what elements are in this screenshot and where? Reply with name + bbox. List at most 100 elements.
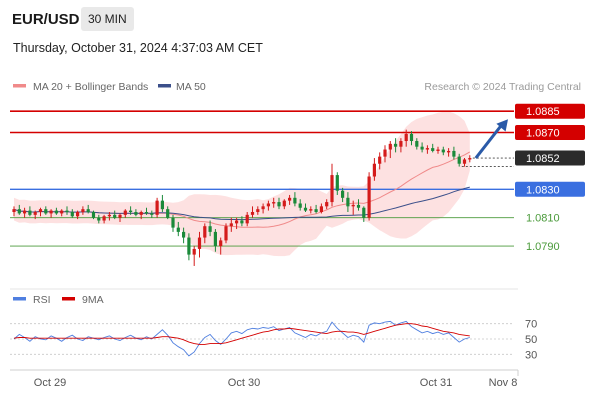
rsi-gridlines: 70 50 30 [10,319,537,361]
chart-header: EUR/USD 30 MIN [0,0,590,38]
candle-body [409,133,414,142]
price-legend: MA 20 + Bollinger Bands MA 50 Research ©… [13,81,581,93]
candle-body [176,227,180,232]
candle-body [235,220,239,224]
candle-body [224,226,228,241]
candle-body [256,209,260,213]
candle-body [431,148,435,151]
candle-body [107,214,111,217]
candle-body [319,206,323,213]
candle-body [245,214,249,224]
candle-body [17,209,21,214]
candle-body [49,210,53,214]
candle-body [76,212,80,217]
candle-body [436,149,440,151]
x-tick-label: Nov 8 [489,377,518,389]
rsi-tick-label: 50 [525,334,537,346]
candle-body [23,210,27,214]
ma20-swatch [13,84,26,88]
candle-body [97,217,101,221]
x-tick-label: Oct 29 [34,377,66,389]
ma50-swatch [158,84,171,88]
candle-body [229,223,233,227]
rsi-legend-label: RSI [33,294,51,306]
candle-body [362,207,366,218]
level-label: 1.0852 [526,153,560,165]
candle-body [314,209,318,213]
candle-body [378,156,382,164]
candle-body [356,204,361,208]
level-labels: 1.0885 1.0870 1.0852 1.0830 1.0810 1.0790 [515,103,585,253]
candle-body [351,204,355,207]
candle-body [129,210,133,213]
candle-body [346,197,350,207]
candle-body [325,202,329,207]
candle-body [330,175,334,203]
candle-body [240,220,244,224]
candle-body [293,197,297,204]
projection-arrow-head [496,119,508,132]
timeframe-badge[interactable]: 30 MIN [81,7,134,31]
candle-body [91,212,96,218]
rsi-ma-swatch [62,297,75,301]
candle-body [261,206,265,210]
candle-body [38,209,43,213]
candle-body [341,190,345,198]
bollinger-band [14,111,470,257]
candle-body [372,163,376,177]
candle-body [123,210,127,215]
candle-body [33,212,37,215]
level-label: 1.0790 [526,241,560,253]
level-label: 1.0830 [526,184,560,196]
rsi-lines [13,320,470,357]
candle-body [197,237,202,249]
candle-body [208,226,212,232]
candle-body [60,210,64,214]
candle-body [139,212,143,215]
candle-body [166,209,170,218]
candle-body [452,150,456,157]
candle-body [182,231,186,238]
candle-body [160,200,164,210]
candle-body [213,231,217,247]
candle-body [282,200,286,207]
ma20-legend-label: MA 20 + Bollinger Bands [33,81,148,93]
candle-body [394,143,398,147]
candle-body [420,146,424,150]
candle-body [102,216,106,221]
candle-body [388,143,392,150]
candle-body [54,210,58,214]
candle-body [155,200,159,215]
candle-body [187,237,191,255]
candle-body [468,158,472,160]
rsi-tick-label: 70 [525,319,537,331]
candle-body [203,226,207,238]
x-tick-label: Oct 31 [420,377,452,389]
candle-body [266,203,270,207]
copyright-credit: Research © 2024 Trading Central [424,81,581,93]
candle-body [404,133,408,142]
rsi-legend: RSI 9MA [13,294,104,306]
rsi-ma-legend-label: 9MA [82,294,104,306]
candle-body [303,207,308,211]
candle-body [309,209,313,211]
x-tick-label: Oct 30 [228,377,260,389]
rsi-swatch [13,297,26,301]
candle-body [65,210,69,213]
candle-body [70,212,74,217]
candle-body [288,197,292,201]
candles [12,129,472,266]
candle-body [415,141,419,147]
candle-body [12,209,16,213]
level-label-box [515,103,585,119]
rsi-line [13,320,470,357]
candle-body [28,210,32,215]
candle-body [298,203,302,208]
projection-arrow-shaft [474,122,505,159]
candle-body [425,148,429,150]
candle-body [250,212,255,215]
rsi-tick-label: 30 [525,349,537,361]
candle-body [171,217,175,228]
level-label: 1.0870 [526,127,560,139]
